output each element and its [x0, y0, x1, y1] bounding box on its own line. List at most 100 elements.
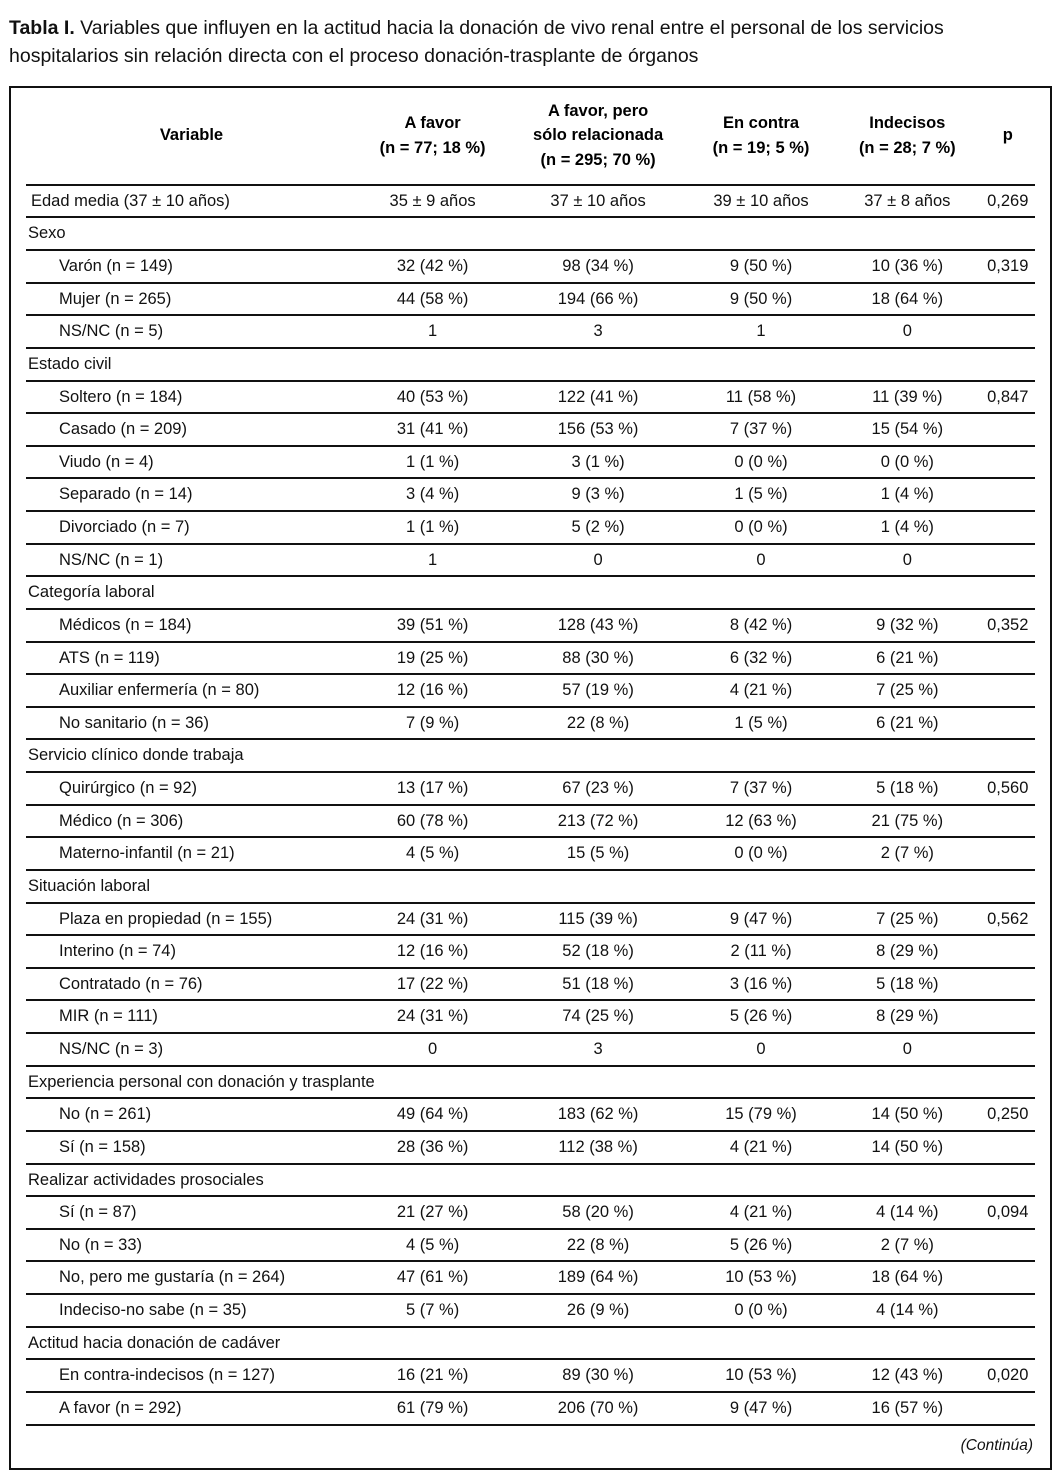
value-cell-en_contra: 10 (53 %)	[725, 1366, 797, 1385]
value-cell-indecisos: 0 (0 %)	[880, 452, 934, 471]
p-value-cell: 0,562	[987, 909, 1029, 928]
value-cell-a_favor_relacionada: 3	[593, 1040, 603, 1059]
value-cell-a_favor_relacionada: 9 (3 %)	[571, 485, 625, 504]
value-cell-indecisos: 12 (43 %)	[871, 1366, 944, 1385]
value-cell-en_contra: 39 ± 10 años	[713, 191, 809, 210]
p-value-cell: 0,847	[987, 387, 1029, 406]
value-cell-a_favor_relacionada: 15 (5 %)	[566, 844, 630, 863]
section-row: Actitud hacia donación de cadáver	[26, 1326, 1035, 1360]
section-row: Situación laboral	[26, 869, 1035, 903]
variable-cell: Auxiliar enfermería (n = 80)	[59, 681, 260, 700]
column-header-a_favor: A favor (n = 77; 18 %)	[357, 88, 508, 185]
variable-cell: Viudo (n = 4)	[59, 452, 154, 471]
column-header-line: A favor, pero	[547, 101, 649, 120]
value-cell-a_favor: 35 ± 9 años	[389, 191, 476, 210]
value-cell-a_favor: 3 (4 %)	[406, 485, 460, 504]
table-container: Variable A favor (n = 77; 18 %) A favor, pe…	[9, 85, 1052, 1470]
variable-cell: Sí (n = 87)	[59, 1203, 137, 1222]
variable-cell: Sí (n = 158)	[59, 1137, 146, 1156]
value-cell-indecisos: 15 (54 %)	[871, 420, 944, 439]
value-cell-en_contra: 12 (63 %)	[725, 811, 797, 830]
variable-cell: En contra-indecisos (n = 127)	[59, 1366, 275, 1385]
section-label: Sexo	[28, 224, 66, 243]
value-cell-indecisos: 6 (21 %)	[876, 648, 939, 667]
value-cell-en_contra: 0 (0 %)	[734, 518, 788, 537]
column-header-line: p	[1002, 126, 1013, 145]
value-cell-a_favor: 60 (78 %)	[396, 811, 469, 830]
value-cell-indecisos: 6 (21 %)	[876, 713, 939, 732]
value-cell-a_favor_relacionada: 112 (38 %)	[558, 1137, 638, 1156]
data-row: Sí (n = 87) 21 (27 %) 58 (20 %) 4 (21 %) 4 (…	[26, 1196, 1035, 1229]
value-cell-indecisos: 16 (57 %)	[871, 1398, 944, 1417]
value-cell-a_favor: 32 (42 %)	[396, 257, 469, 276]
variable-cell: Mujer (n = 265)	[59, 289, 172, 308]
value-cell-indecisos: 9 (32 %)	[876, 615, 939, 634]
p-value-cell	[980, 1000, 1035, 1033]
data-row: MIR (n = 111) 24 (31 %) 74 (25 %) 5 (26 %) 8…	[26, 1000, 1035, 1033]
value-cell-a_favor_relacionada: 206 (70 %)	[557, 1398, 639, 1417]
value-cell-a_favor_relacionada: 128 (43 %)	[557, 615, 639, 634]
value-cell-indecisos: 8 (29 %)	[876, 1007, 939, 1026]
p-value-cell	[980, 1294, 1035, 1327]
data-row: NS/NC (n = 5) 1 3 1 0	[26, 315, 1035, 348]
value-cell-en_contra: 4 (21 %)	[729, 1137, 793, 1156]
data-row: No (n = 33) 4 (5 %) 22 (8 %) 5 (26 %) 2 (7 %…	[26, 1228, 1035, 1262]
data-row: Divorciado (n = 7) 1 (1 %) 5 (2 %) 0 (0 %) 1…	[26, 511, 1035, 544]
value-cell-en_contra: 5 (26 %)	[729, 1235, 793, 1254]
section-row: Estado civil	[26, 347, 1035, 381]
value-cell-indecisos: 5 (18 %)	[876, 974, 939, 993]
value-cell-indecisos: 14 (50 %)	[871, 1105, 944, 1124]
variable-cell: MIR (n = 111)	[59, 1007, 158, 1026]
table-header-row: Variable A favor (n = 77; 18 %) A favor, pe…	[26, 88, 1035, 185]
variable-cell: NS/NC (n = 1)	[59, 550, 164, 569]
p-value-cell	[980, 315, 1035, 348]
value-cell-a_favor_relacionada: 3 (1 %)	[571, 452, 625, 471]
table-footer: (Continúa)	[26, 1423, 1035, 1468]
data-row: Auxiliar enfermería (n = 80) 12 (16 %) 57 …	[26, 674, 1035, 707]
p-value-cell: 0,319	[987, 257, 1029, 276]
variable-cell: Médicos (n = 184)	[59, 615, 192, 634]
data-row: Médico (n = 306) 60 (78 %) 213 (72 %) 12 (6…	[26, 804, 1035, 838]
value-cell-en_contra: 5 (26 %)	[729, 1007, 793, 1026]
column-header-a_favor_relacionada: A favor, pero sólo relacionada (n = 295; 7…	[508, 88, 688, 185]
value-cell-en_contra: 1 (5 %)	[734, 485, 788, 504]
data-row: No (n = 261) 49 (64 %) 183 (62 %) 15 (79 %)…	[26, 1098, 1035, 1131]
variable-cell: Materno-infantil (n = 21)	[59, 844, 235, 863]
value-cell-a_favor_relacionada: 89 (30 %)	[562, 1366, 634, 1385]
p-value-cell	[980, 1033, 1035, 1066]
variable-cell: No, pero me gustaría (n = 264)	[59, 1268, 286, 1287]
value-cell-a_favor: 1	[428, 322, 438, 341]
value-cell-a_favor_relacionada: 0	[593, 550, 603, 569]
data-row: Materno-infantil (n = 21) 4 (5 %) 15 (5 %)…	[26, 837, 1035, 870]
p-value-cell	[980, 446, 1035, 479]
value-cell-a_favor: 12 (16 %)	[396, 681, 469, 700]
section-row: Sexo	[26, 217, 1035, 250]
p-value-cell: 0,250	[987, 1105, 1029, 1124]
variable-cell: Plaza en propiedad (n = 155)	[59, 909, 273, 928]
data-row: A favor (n = 292) 61 (79 %) 206 (70 %) 9 (4…	[26, 1391, 1035, 1424]
value-cell-a_favor: 28 (36 %)	[396, 1137, 469, 1156]
data-row: NS/NC (n = 3) 0 3 0 0	[26, 1033, 1035, 1066]
section-label: Actitud hacia donación de cadáver	[28, 1333, 281, 1352]
value-cell-a_favor_relacionada: 115 (39 %)	[558, 909, 638, 928]
value-cell-a_favor: 21 (27 %)	[396, 1203, 469, 1222]
value-cell-en_contra: 0 (0 %)	[734, 1301, 788, 1320]
column-header-line: (n = 295; 70 %)	[540, 151, 656, 170]
column-header-en_contra: En contra (n = 19; 5 %)	[688, 88, 834, 185]
value-cell-a_favor: 7 (9 %)	[406, 713, 460, 732]
value-cell-a_favor_relacionada: 67 (23 %)	[562, 779, 634, 798]
value-cell-a_favor_relacionada: 213 (72 %)	[557, 811, 639, 830]
value-cell-a_favor_relacionada: 22 (8 %)	[566, 713, 630, 732]
value-cell-en_contra: 2 (11 %)	[730, 942, 792, 961]
value-cell-indecisos: 0	[902, 322, 912, 341]
value-cell-a_favor: 17 (22 %)	[396, 974, 469, 993]
value-cell-a_favor_relacionada: 194 (66 %)	[557, 289, 639, 308]
variable-cell: No sanitario (n = 36)	[59, 713, 209, 732]
value-cell-indecisos: 1 (4 %)	[880, 485, 934, 504]
value-cell-en_contra: 8 (42 %)	[729, 615, 793, 634]
column-header-indecisos: Indecisos (n = 28; 7 %)	[834, 88, 980, 185]
value-cell-en_contra: 0 (0 %)	[734, 452, 788, 471]
value-cell-indecisos: 1 (4 %)	[880, 518, 934, 537]
section-label: Experiencia personal con donación y tras…	[28, 1072, 375, 1091]
